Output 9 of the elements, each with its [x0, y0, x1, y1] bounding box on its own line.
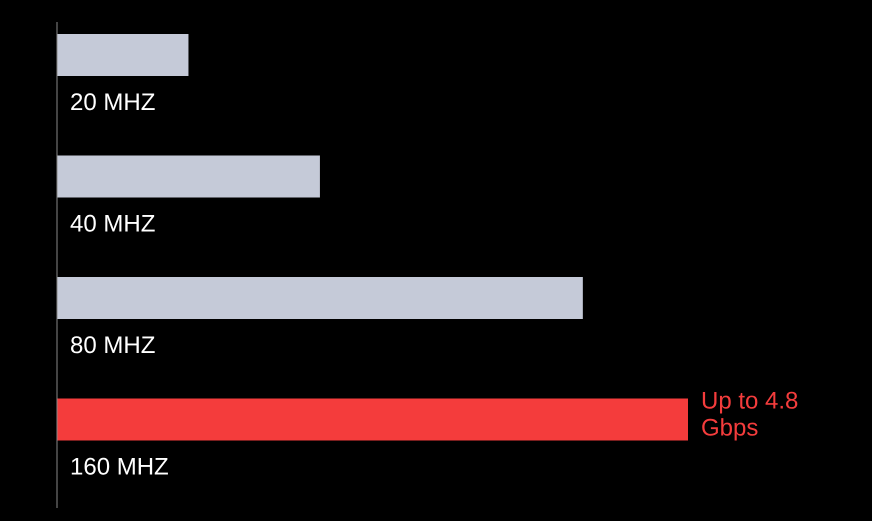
- y-tick-label: 160 MHZ: [70, 454, 169, 480]
- bar: [57, 34, 188, 76]
- bar: [57, 277, 583, 319]
- bar: [57, 156, 320, 198]
- y-tick-label: 80 MHZ: [70, 332, 156, 359]
- y-tick-label: 40 MHZ: [70, 210, 156, 238]
- y-tick-label: 20 MHZ: [70, 89, 156, 116]
- data-label: Up to 4.8 Gbps: [701, 388, 798, 442]
- bar: [57, 398, 688, 440]
